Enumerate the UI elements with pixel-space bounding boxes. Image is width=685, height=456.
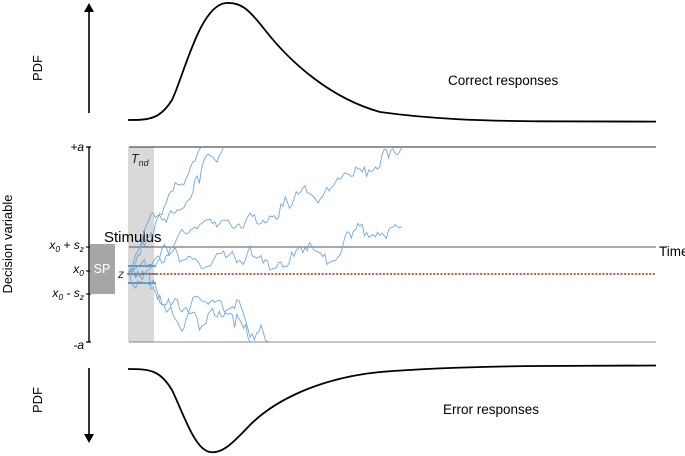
svg-text:-a: -a bbox=[73, 338, 84, 352]
svg-text:+a: +a bbox=[70, 140, 84, 154]
svg-text:x0: x0 bbox=[72, 262, 84, 278]
svg-text:Correct responses: Correct responses bbox=[448, 73, 559, 88]
svg-text:Decision variable: Decision variable bbox=[0, 195, 15, 294]
svg-text:x0 - sz: x0 - sz bbox=[51, 286, 84, 302]
svg-text:z: z bbox=[117, 267, 124, 281]
svg-text:Time: Time bbox=[659, 244, 685, 259]
svg-text:PDF: PDF bbox=[30, 55, 45, 81]
svg-text:x0 + sz: x0 + sz bbox=[48, 238, 84, 254]
svg-text:Error responses: Error responses bbox=[443, 402, 539, 417]
svg-text:Stimulus: Stimulus bbox=[104, 229, 162, 246]
svg-text:PDF: PDF bbox=[30, 387, 45, 413]
svg-text:SP: SP bbox=[94, 262, 111, 276]
